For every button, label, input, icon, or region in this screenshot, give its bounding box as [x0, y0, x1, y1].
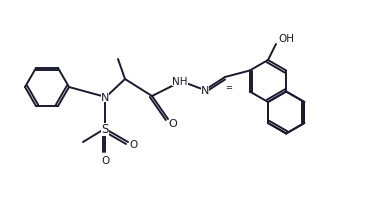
- Text: O: O: [130, 139, 138, 149]
- Text: =: =: [226, 83, 233, 92]
- Text: O: O: [101, 155, 109, 165]
- Text: NH: NH: [172, 77, 188, 87]
- Text: S: S: [101, 123, 109, 136]
- Text: N: N: [201, 85, 209, 96]
- Text: N: N: [101, 92, 109, 103]
- Text: OH: OH: [278, 34, 294, 44]
- Text: O: O: [169, 118, 177, 128]
